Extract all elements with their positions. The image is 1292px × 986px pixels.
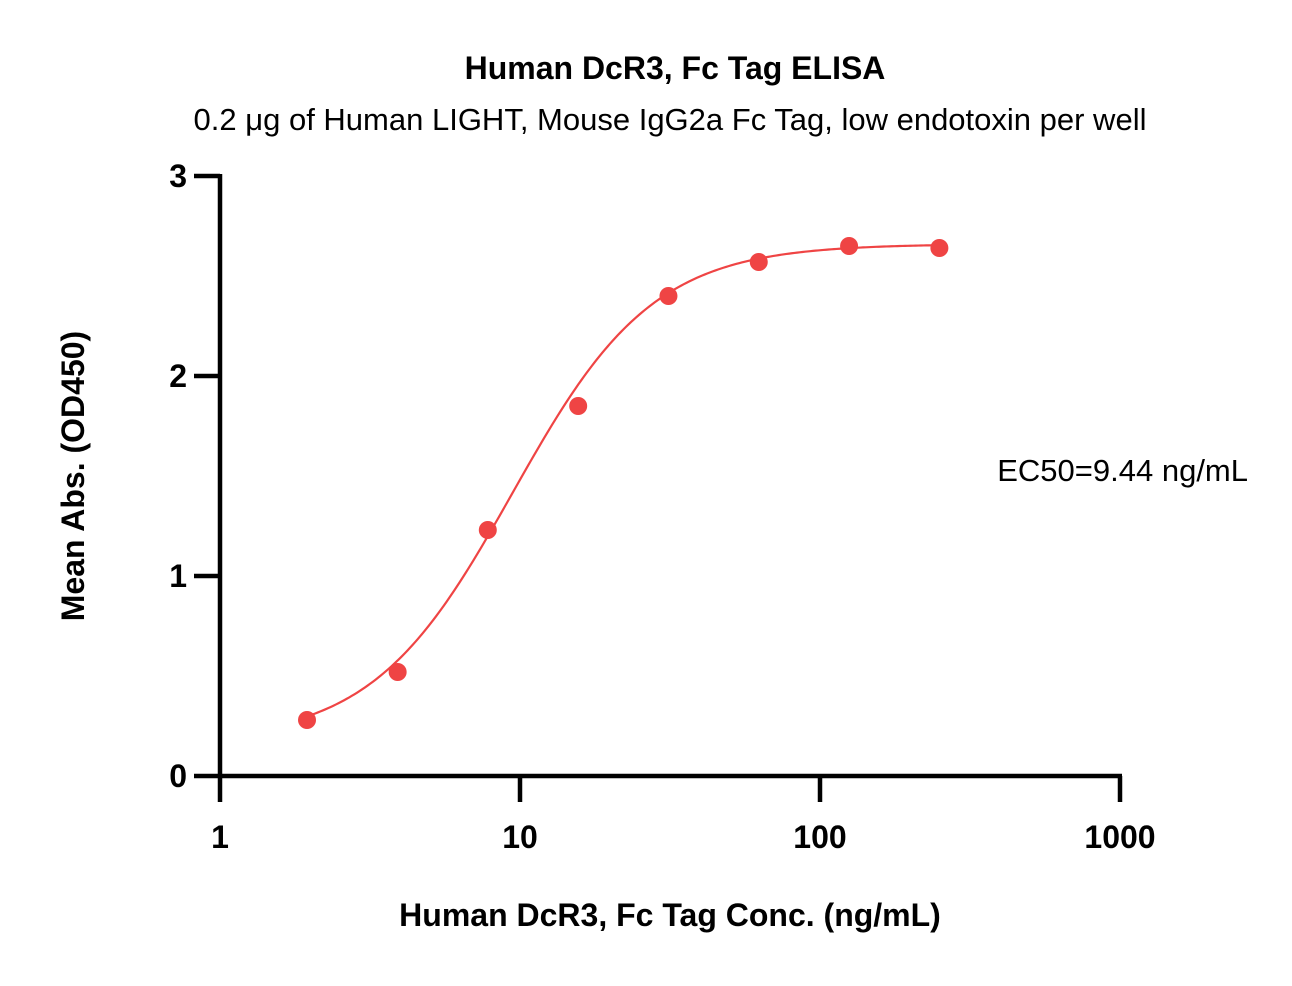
- y-tick-label: 3: [169, 158, 187, 194]
- data-point: [749, 253, 768, 271]
- y-axis-ticks: 0 1 2 3: [169, 158, 220, 794]
- fit-curve: [306, 244, 940, 718]
- x-tick-label: 1: [211, 819, 229, 855]
- x-tick-label: 1000: [1084, 819, 1155, 855]
- y-tick-label: 0: [169, 758, 187, 794]
- data-point: [840, 237, 859, 255]
- x-axis-ticks: 1 10 100 1000: [211, 776, 1156, 855]
- x-tick-label: 10: [502, 819, 538, 855]
- data-point: [298, 711, 317, 729]
- ec50-annotation: EC50=9.44 ng/mL: [997, 453, 1248, 488]
- x-tick-label: 100: [793, 819, 846, 855]
- y-tick-label: 2: [169, 358, 187, 394]
- data-points-layer: [298, 237, 949, 729]
- data-point: [478, 521, 497, 539]
- chart-subtitle: 0.2 μg of Human LIGHT, Mouse IgG2a Fc Ta…: [194, 102, 1147, 137]
- x-axis-label: Human DcR3, Fc Tag Conc. (ng/mL): [399, 897, 941, 933]
- data-point: [388, 663, 407, 681]
- data-point: [659, 287, 678, 305]
- y-tick-label: 1: [169, 558, 187, 594]
- axes: [217, 174, 1122, 779]
- chart-title: Human DcR3, Fc Tag ELISA: [465, 50, 886, 86]
- data-point: [569, 397, 588, 415]
- fit-curve-layer: [306, 244, 940, 718]
- y-axis-label: Mean Abs. (OD450): [55, 331, 91, 621]
- data-point: [930, 239, 949, 257]
